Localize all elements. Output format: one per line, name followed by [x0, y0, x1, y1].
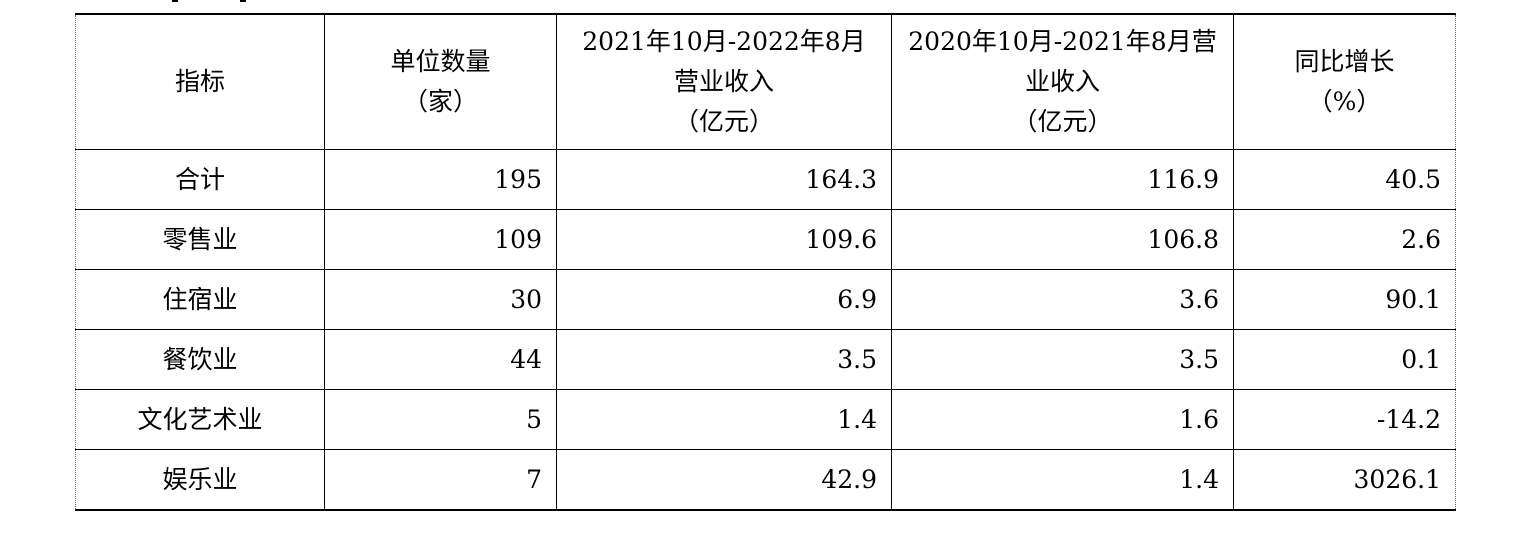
- row-unit-count: 44: [324, 329, 557, 390]
- header-unit-count: 单位数量 （家）: [324, 13, 557, 150]
- row-yoy-growth: 90.1: [1233, 269, 1456, 330]
- row-indicator: 零售业: [75, 209, 325, 270]
- row-yoy-growth: 40.5: [1233, 149, 1456, 210]
- row-yoy-growth: 2.6: [1233, 209, 1456, 270]
- row-revenue-current: 109.6: [556, 209, 892, 270]
- row-revenue-current: 42.9: [556, 449, 892, 511]
- table-row: 文化艺术业 5 1.4 1.6 -14.2: [75, 389, 1456, 450]
- row-revenue-current: 3.5: [556, 329, 892, 390]
- row-revenue-current: 1.4: [556, 389, 892, 450]
- table-header-row: 指标 单位数量 （家） 2021年10月-2022年8月 营业收入 （亿元） 2…: [75, 13, 1456, 150]
- row-indicator: 餐饮业: [75, 329, 325, 390]
- row-unit-count: 5: [324, 389, 557, 450]
- table-row: 娱乐业 7 42.9 1.4 3026.1: [75, 449, 1456, 511]
- header-revenue-current: 2021年10月-2022年8月 营业收入 （亿元）: [556, 13, 892, 150]
- row-revenue-previous: 3.6: [891, 269, 1234, 330]
- row-unit-count: 30: [324, 269, 557, 330]
- row-unit-count: 195: [324, 149, 557, 210]
- header-revenue-previous: 2020年10月-2021年8月营 业收入 （亿元）: [891, 13, 1234, 150]
- row-revenue-previous: 1.6: [891, 389, 1234, 450]
- row-unit-count: 109: [324, 209, 557, 270]
- header-indicator: 指标: [75, 13, 325, 150]
- row-indicator: 合计: [75, 149, 325, 210]
- table-row: 餐饮业 44 3.5 3.5 0.1: [75, 329, 1456, 390]
- table-row: 住宿业 30 6.9 3.6 90.1: [75, 269, 1456, 330]
- row-revenue-previous: 3.5: [891, 329, 1234, 390]
- table-row: 合计 195 164.3 116.9 40.5: [75, 149, 1456, 210]
- row-indicator: 住宿业: [75, 269, 325, 330]
- row-indicator: 文化艺术业: [75, 389, 325, 450]
- row-revenue-current: 164.3: [556, 149, 892, 210]
- row-indicator: 娱乐业: [75, 449, 325, 511]
- row-revenue-previous: 1.4: [891, 449, 1234, 511]
- statistics-table: 指标 单位数量 （家） 2021年10月-2022年8月 营业收入 （亿元） 2…: [75, 13, 1456, 511]
- row-revenue-previous: 106.8: [891, 209, 1234, 270]
- row-yoy-growth: -14.2: [1233, 389, 1456, 450]
- page-top-fragment: [170, 0, 250, 2]
- table-row: 零售业 109 109.6 106.8 2.6: [75, 209, 1456, 270]
- header-yoy-growth: 同比增长 （%）: [1233, 13, 1456, 150]
- row-yoy-growth: 3026.1: [1233, 449, 1456, 511]
- row-revenue-current: 6.9: [556, 269, 892, 330]
- row-yoy-growth: 0.1: [1233, 329, 1456, 390]
- row-unit-count: 7: [324, 449, 557, 511]
- row-revenue-previous: 116.9: [891, 149, 1234, 210]
